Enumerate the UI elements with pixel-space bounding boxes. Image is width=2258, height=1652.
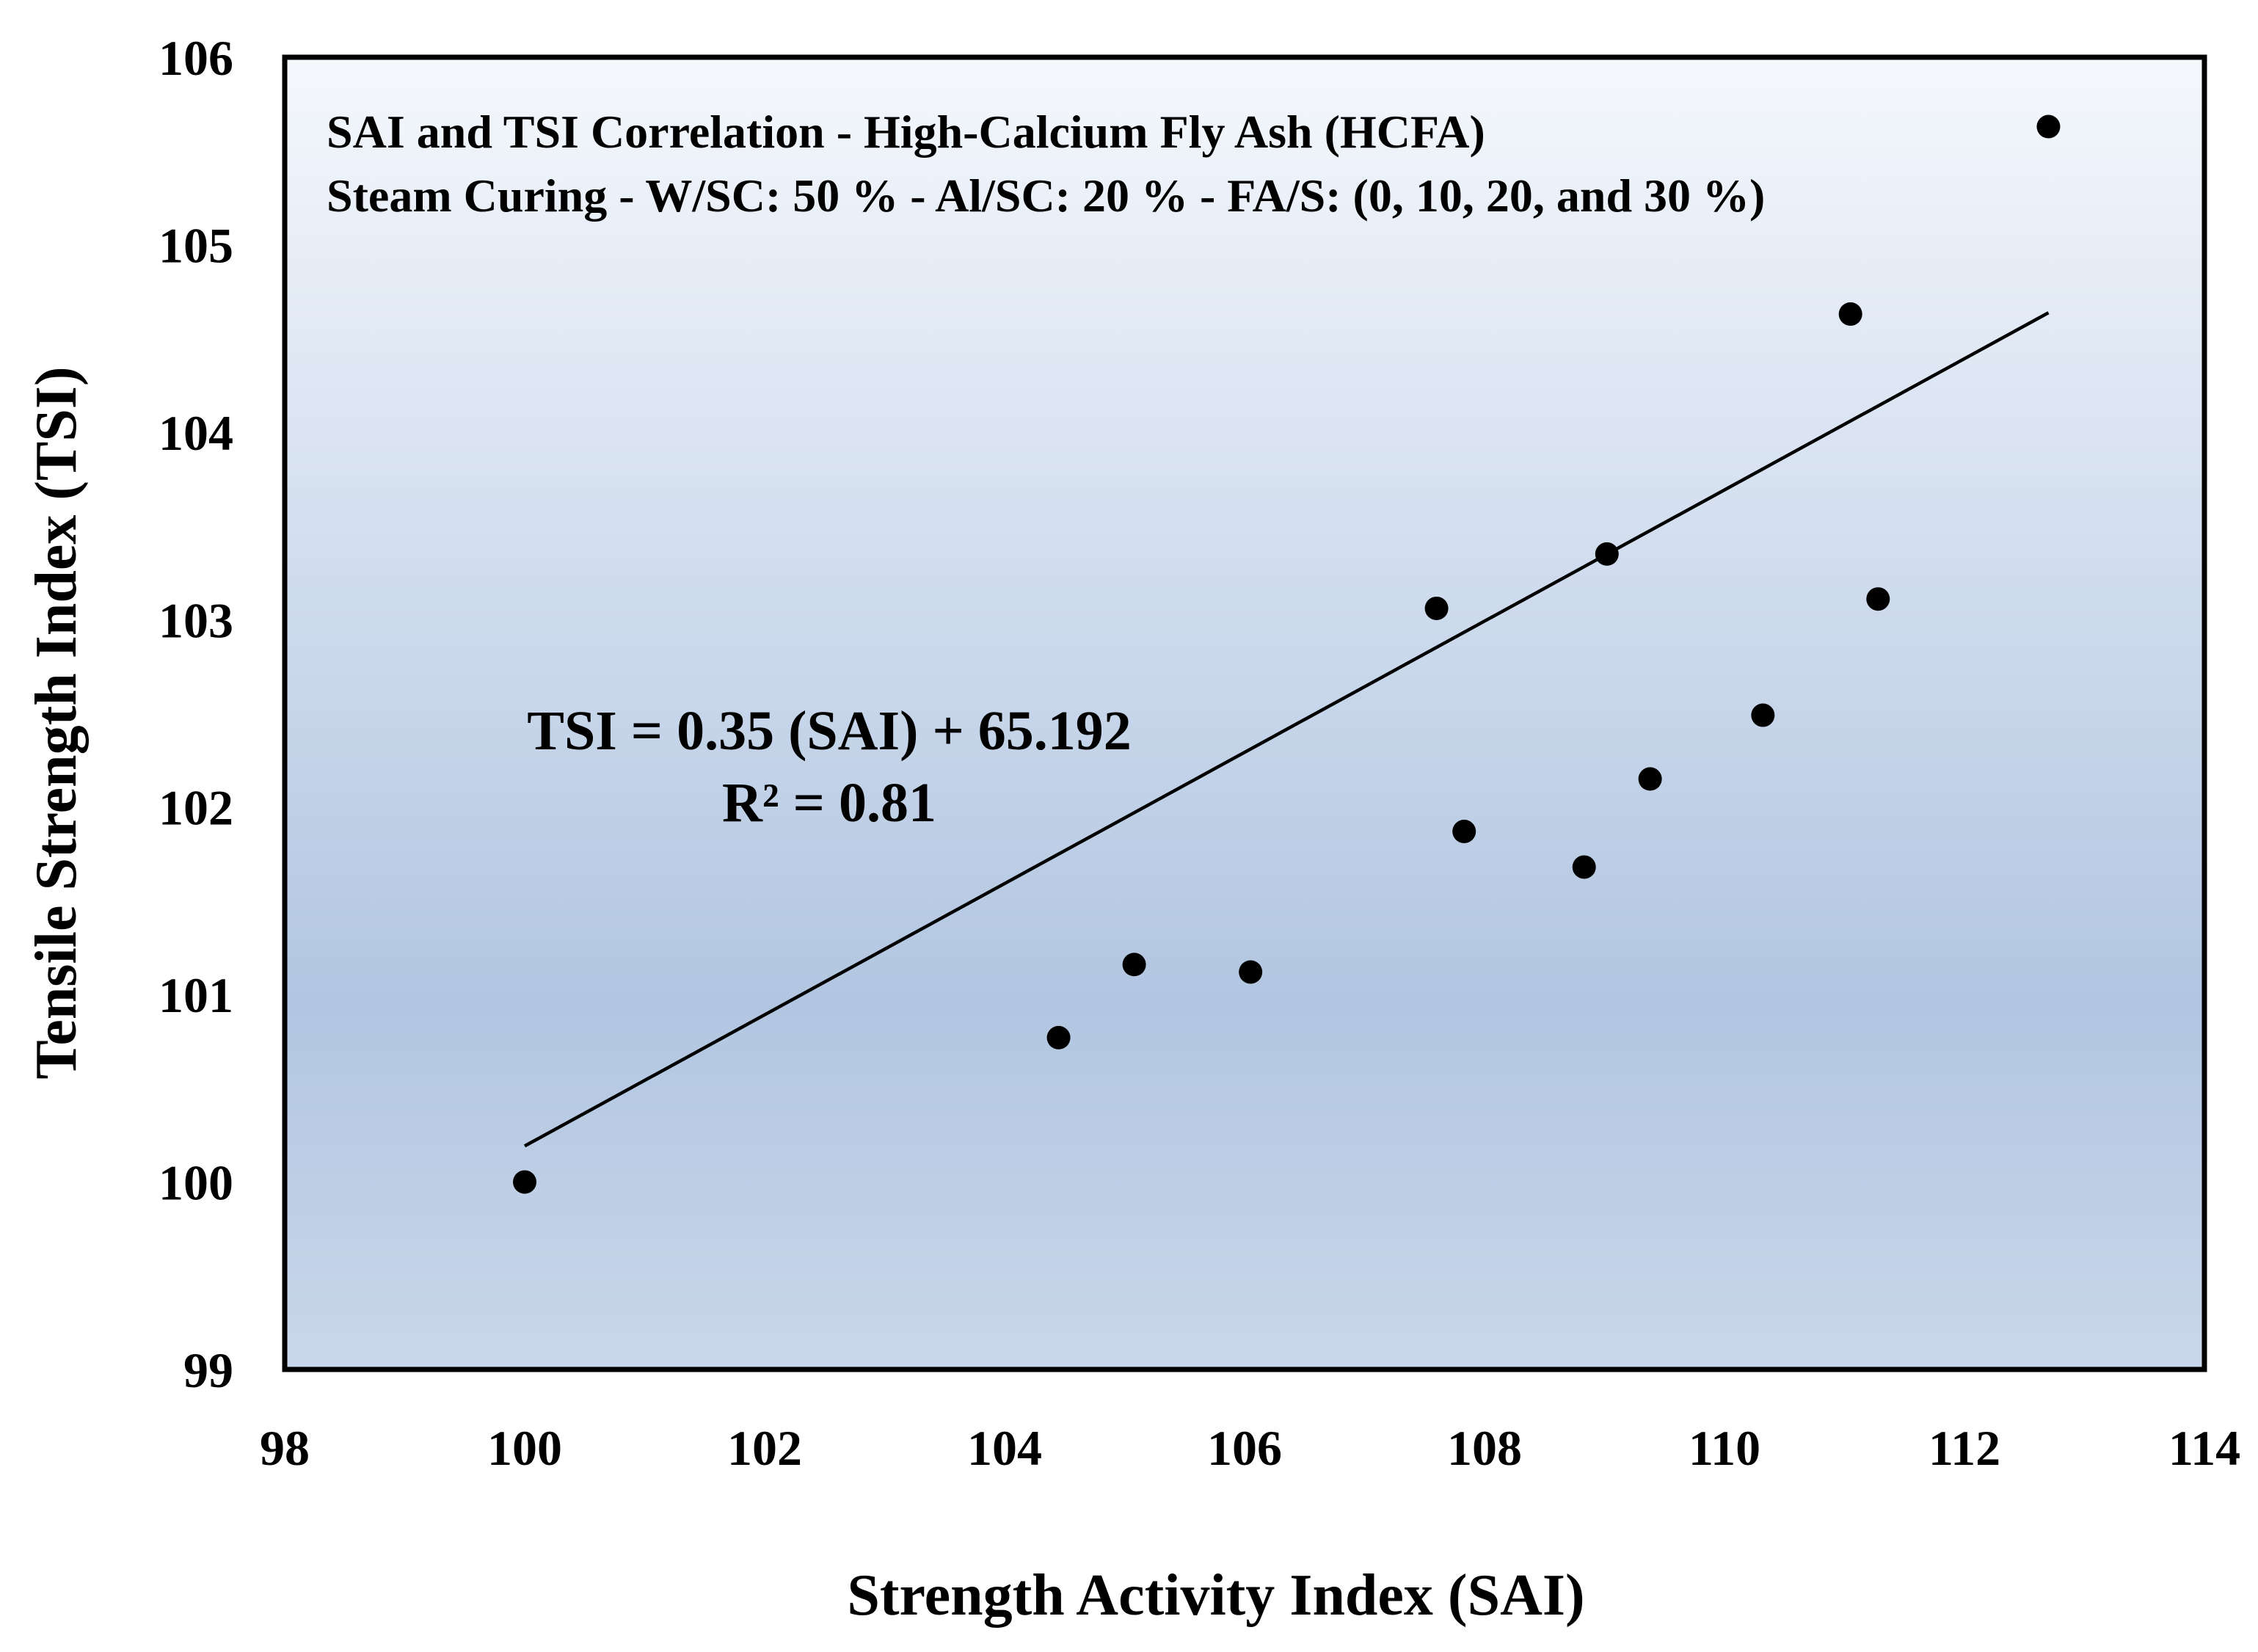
data-point — [1122, 953, 1146, 977]
data-point — [2036, 114, 2061, 139]
x-axis-label: Strength Activity Index (SAI) — [847, 1563, 1584, 1628]
x-tick-label: 100 — [487, 1420, 562, 1476]
y-tick-label: 104 — [159, 405, 233, 461]
data-point — [513, 1170, 536, 1194]
y-tick-label: 99 — [183, 1342, 233, 1398]
y-axis-label: Tensile Strength Index (TSI) — [24, 366, 89, 1079]
y-axis-ticks: 99 100 101 102 103 104 105 106 — [159, 30, 233, 1398]
x-tick-label: 112 — [1929, 1420, 2000, 1476]
y-tick-label: 102 — [159, 780, 233, 836]
trendline-equation: TSI = 0.35 (SAI) + 65.192 — [527, 700, 1132, 762]
y-tick-label: 100 — [159, 1155, 233, 1211]
data-point — [1046, 1025, 1071, 1049]
x-tick-label: 108 — [1447, 1420, 1522, 1476]
plot-frame — [282, 54, 2207, 1372]
x-tick-label: 102 — [727, 1420, 802, 1476]
x-axis-ticks: 98 100 102 104 106 108 110 112 114 — [260, 1420, 2240, 1476]
x-tick-label: 104 — [967, 1420, 1042, 1476]
y-tick-label: 101 — [159, 967, 233, 1023]
x-tick-label: 110 — [1689, 1420, 1760, 1476]
data-point — [1572, 855, 1596, 879]
trendline — [523, 311, 2050, 1148]
data-point — [1452, 819, 1476, 843]
data-point — [1424, 596, 1449, 620]
data-points — [513, 114, 2061, 1194]
data-point — [1638, 767, 1662, 791]
chart-subtitle: Steam Curing - W/SC: 50 % - Al/SC: 20 % … — [327, 170, 1765, 222]
data-point — [1239, 960, 1263, 984]
x-tick-label: 98 — [260, 1420, 310, 1476]
plot-area — [285, 57, 2204, 1369]
y-tick-label: 106 — [159, 30, 233, 86]
data-point — [1866, 587, 1890, 611]
r-squared-label: R² = 0.81 — [722, 772, 936, 834]
data-point — [1751, 703, 1775, 727]
y-tick-label: 103 — [159, 592, 233, 648]
chart-title: SAI and TSI Correlation - High-Calcium F… — [327, 106, 1485, 158]
x-tick-label: 114 — [2168, 1420, 2240, 1476]
data-point — [1595, 542, 1619, 566]
x-tick-label: 106 — [1207, 1420, 1282, 1476]
y-tick-label: 105 — [159, 217, 233, 273]
data-point — [1838, 302, 1862, 326]
